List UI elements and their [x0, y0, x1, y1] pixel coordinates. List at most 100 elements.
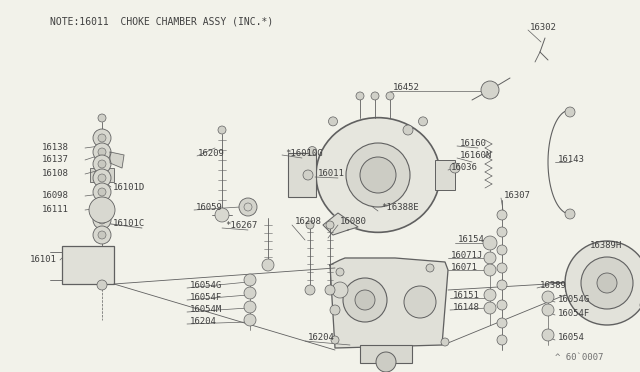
Circle shape — [484, 252, 496, 264]
Bar — [288, 153, 316, 197]
Circle shape — [403, 125, 413, 135]
Circle shape — [497, 300, 507, 310]
Bar — [62, 246, 114, 284]
Text: 16204: 16204 — [190, 317, 217, 326]
Circle shape — [331, 336, 339, 344]
Text: *16388E: *16388E — [381, 203, 419, 212]
Text: 16108: 16108 — [42, 170, 69, 179]
Circle shape — [93, 226, 111, 244]
Bar — [90, 168, 114, 182]
Circle shape — [376, 352, 396, 372]
Circle shape — [565, 209, 575, 219]
Circle shape — [98, 134, 106, 142]
Text: 16137: 16137 — [42, 155, 69, 164]
Text: *16010G: *16010G — [285, 148, 323, 157]
Circle shape — [93, 198, 111, 216]
Circle shape — [93, 129, 111, 147]
Circle shape — [542, 329, 554, 341]
Polygon shape — [110, 152, 124, 168]
Text: 16389H: 16389H — [590, 241, 622, 250]
Text: 16036: 16036 — [451, 163, 478, 171]
Circle shape — [98, 216, 106, 224]
Circle shape — [426, 264, 434, 272]
Circle shape — [98, 174, 106, 182]
Circle shape — [419, 117, 428, 126]
Circle shape — [484, 264, 496, 276]
Circle shape — [481, 81, 499, 99]
Circle shape — [328, 117, 337, 126]
Text: 16011: 16011 — [318, 170, 345, 179]
Bar — [565, 275, 583, 291]
Circle shape — [343, 278, 387, 322]
Circle shape — [93, 155, 111, 173]
Text: 16307: 16307 — [504, 192, 531, 201]
Circle shape — [484, 302, 496, 314]
Circle shape — [98, 114, 106, 122]
Circle shape — [346, 143, 410, 207]
Circle shape — [98, 188, 106, 196]
Circle shape — [98, 231, 106, 239]
Bar — [360, 345, 412, 363]
Bar — [435, 160, 455, 190]
Circle shape — [330, 305, 340, 315]
Polygon shape — [323, 213, 358, 235]
Circle shape — [497, 227, 507, 237]
Circle shape — [93, 169, 111, 187]
Text: 16160: 16160 — [460, 138, 487, 148]
Circle shape — [497, 318, 507, 328]
Circle shape — [497, 280, 507, 290]
Circle shape — [441, 338, 449, 346]
Text: 16302: 16302 — [530, 23, 557, 32]
Circle shape — [565, 107, 575, 117]
Text: 16138: 16138 — [42, 144, 69, 153]
Text: NOTE:16011  CHOKE CHAMBER ASSY (INC.*): NOTE:16011 CHOKE CHAMBER ASSY (INC.*) — [50, 17, 273, 27]
Circle shape — [597, 273, 617, 293]
Text: 16154: 16154 — [458, 235, 485, 244]
Text: 16071J: 16071J — [451, 250, 483, 260]
Circle shape — [497, 335, 507, 345]
Circle shape — [355, 290, 375, 310]
Circle shape — [497, 245, 507, 255]
Circle shape — [356, 92, 364, 100]
Text: 16204: 16204 — [308, 334, 335, 343]
Circle shape — [262, 259, 274, 271]
Text: 16098: 16098 — [42, 192, 69, 201]
Circle shape — [93, 143, 111, 161]
Circle shape — [450, 163, 460, 173]
Text: 16054G: 16054G — [190, 280, 222, 289]
Text: 16160N: 16160N — [460, 151, 492, 160]
Text: 16143: 16143 — [558, 155, 585, 164]
Circle shape — [244, 274, 256, 286]
Circle shape — [305, 285, 315, 295]
Circle shape — [581, 257, 633, 309]
Text: *16267: *16267 — [225, 221, 257, 230]
Text: 16071: 16071 — [451, 263, 478, 272]
Circle shape — [371, 92, 379, 100]
Text: ^ 60`0007: ^ 60`0007 — [555, 353, 604, 362]
Circle shape — [93, 183, 111, 201]
Circle shape — [89, 197, 115, 223]
Text: 16101: 16101 — [30, 256, 57, 264]
Circle shape — [497, 210, 507, 220]
Circle shape — [404, 286, 436, 318]
Circle shape — [542, 304, 554, 316]
Circle shape — [386, 92, 394, 100]
Text: 16054F: 16054F — [558, 308, 590, 317]
Text: 16452: 16452 — [393, 83, 420, 93]
Text: 16054F: 16054F — [190, 292, 222, 301]
Circle shape — [326, 221, 334, 229]
Circle shape — [239, 198, 257, 216]
Text: 16111: 16111 — [42, 205, 69, 215]
Circle shape — [483, 236, 497, 250]
Text: 16059: 16059 — [196, 202, 223, 212]
Circle shape — [244, 287, 256, 299]
Text: 16080: 16080 — [340, 218, 367, 227]
Text: 16101C: 16101C — [113, 219, 145, 228]
Text: 16389: 16389 — [540, 280, 567, 289]
Circle shape — [93, 211, 111, 229]
Circle shape — [565, 241, 640, 325]
Circle shape — [244, 314, 256, 326]
Circle shape — [497, 263, 507, 273]
Text: 16151: 16151 — [453, 291, 480, 299]
Text: 16209: 16209 — [198, 148, 225, 157]
